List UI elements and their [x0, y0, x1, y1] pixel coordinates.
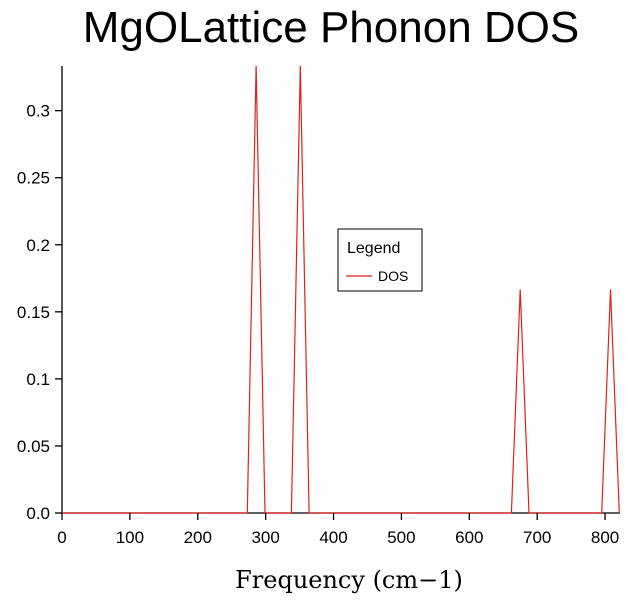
x-tick-label: 400	[319, 528, 347, 547]
y-tick-label: 0.05	[17, 437, 50, 456]
legend-label-dos: DOS	[378, 268, 408, 284]
y-tick-label: 0.3	[26, 102, 50, 121]
series-layer	[62, 65, 620, 514]
x-tick-label: 200	[184, 528, 212, 547]
chart-title: MgOLattice Phonon DOS	[82, 3, 580, 52]
series-line-dos	[62, 65, 620, 514]
y-tick-label: 0.0	[26, 504, 50, 523]
y-tick-label: 0.1	[26, 370, 50, 389]
y-tick-label: 0.2	[26, 236, 50, 255]
y-tick-label: 0.15	[17, 303, 50, 322]
x-tick-label: 500	[387, 528, 415, 547]
x-axis-title: Frequency (cm−1)	[235, 566, 463, 594]
x-tick-label: 600	[455, 528, 483, 547]
y-axis-ticks: 0.0 0.05 0.1 0.15 0.2 0.25 0.3	[17, 102, 62, 523]
x-tick-label: 300	[251, 528, 279, 547]
legend-title: Legend	[347, 240, 400, 257]
x-tick-label: 0	[57, 528, 66, 547]
legend: Legend DOS	[337, 228, 423, 292]
x-tick-label: 100	[116, 528, 144, 547]
y-tick-label: 0.25	[17, 169, 50, 188]
x-axis-ticks: 0 100 200 300 400 500 600 700 800	[57, 513, 619, 547]
x-tick-label: 700	[523, 528, 551, 547]
legend-box	[337, 228, 423, 292]
x-tick-label: 800	[591, 528, 619, 547]
